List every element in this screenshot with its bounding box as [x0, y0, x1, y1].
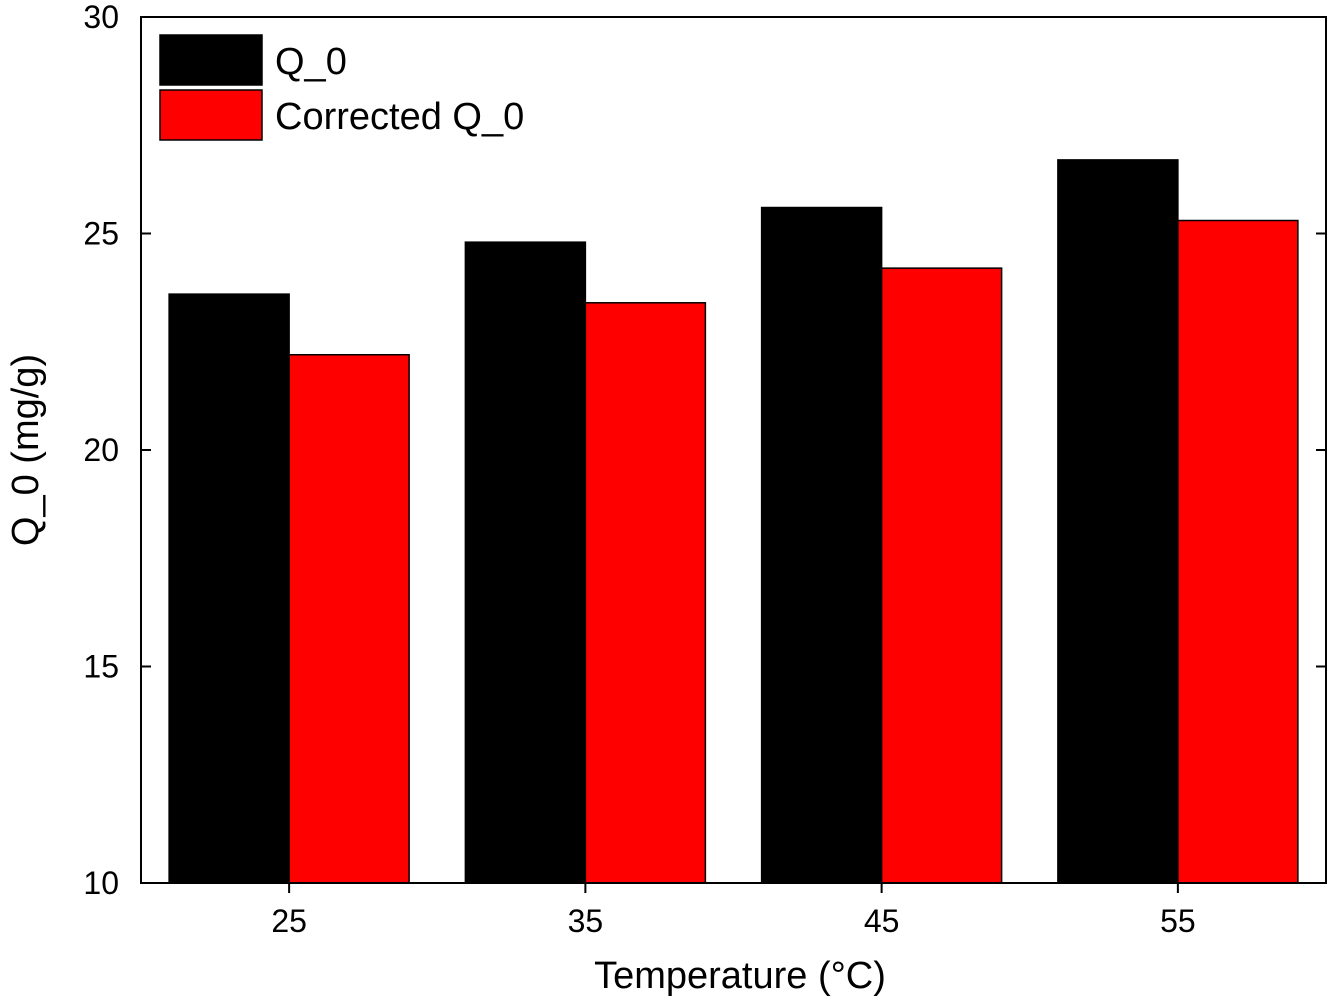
bar-q0-55 [1057, 159, 1179, 884]
legend-swatch-q0 [159, 34, 263, 86]
y-tick-label: 25 [83, 216, 119, 252]
legend-swatch-corrected-q0 [159, 89, 263, 141]
bar-corrected-q0-55 [1177, 219, 1299, 884]
y-axis-title: Q_0 (mg/g) [5, 354, 47, 546]
bar-q0-35 [464, 241, 587, 884]
bars [168, 159, 1299, 884]
bar-corrected-q0-35 [584, 302, 707, 884]
bar-q0-25 [168, 293, 290, 884]
bar-corrected-q0-25 [288, 353, 410, 884]
legend-label-corrected-q0: Corrected Q_0 [275, 96, 524, 138]
bar-corrected-q0-45 [880, 267, 1003, 884]
x-tick-label-55: 55 [1160, 903, 1196, 939]
legend: Q_0 Corrected Q_0 [159, 34, 524, 141]
x-tick-label-25: 25 [271, 903, 307, 939]
y-tick-label: 30 [83, 0, 119, 35]
x-axis-title: Temperature (°C) [594, 955, 886, 997]
y-tick-label: 20 [83, 432, 119, 468]
bar-q0-45 [760, 206, 883, 884]
x-tick-label-35: 35 [568, 903, 604, 939]
legend-label-q0: Q_0 [275, 41, 347, 83]
y-tick-label: 15 [83, 649, 119, 685]
x-tick-label-45: 45 [864, 903, 900, 939]
x-axis: 25 35 45 55 [271, 883, 1196, 939]
y-axis: 10 15 20 25 30 [83, 0, 1326, 901]
y-tick-label: 10 [83, 865, 119, 901]
